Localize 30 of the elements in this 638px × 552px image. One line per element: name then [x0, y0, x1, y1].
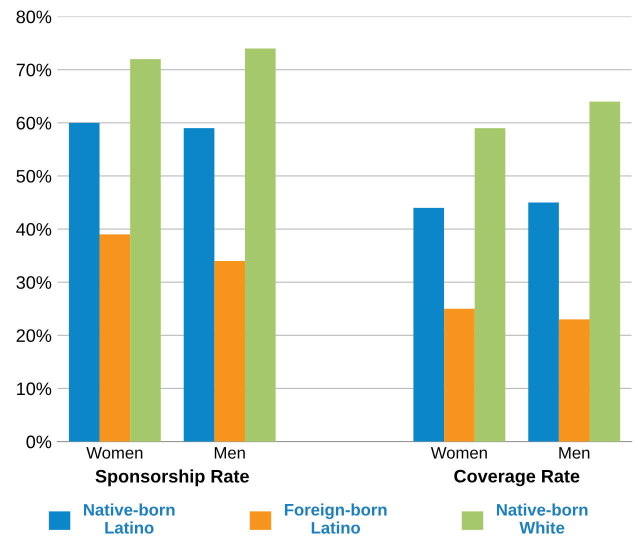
- legend-label: Native-born Latino: [84, 503, 174, 534]
- x-tick-label: Men: [214, 447, 245, 459]
- bar: [68, 122, 100, 442]
- bar: [130, 59, 161, 442]
- y-tick-label: 10%: [17, 382, 52, 396]
- bar: [474, 128, 506, 442]
- legend-label: Foreign-born Latino: [284, 503, 386, 534]
- bar: [214, 260, 245, 442]
- bar: [413, 208, 444, 442]
- y-tick-label: 60%: [16, 116, 52, 130]
- y-tick-label: 50%: [16, 170, 52, 183]
- bar: [590, 102, 620, 442]
- bar: [184, 128, 214, 442]
- y-tick-label: 30%: [16, 276, 52, 289]
- bar: [100, 234, 130, 442]
- text: Sponsorship Rate: [96, 469, 249, 486]
- x-tick-label: Women: [430, 447, 487, 459]
- x-tick-label: Men: [559, 447, 590, 459]
- y-tick-label: 80%: [16, 10, 52, 24]
- y-tick-label: 0%: [26, 436, 52, 448]
- y-tick-label: 40%: [16, 223, 52, 236]
- bar: [444, 308, 475, 442]
- x-tick-label: Women: [86, 447, 142, 459]
- y-tick-label: 70%: [16, 64, 52, 76]
- y-tick-label: 20%: [16, 329, 52, 342]
- bar: [528, 202, 559, 442]
- text: Coverage Rate: [454, 470, 580, 486]
- bar: [558, 319, 590, 442]
- legend-label: Native-born White: [496, 503, 588, 534]
- bar: [244, 48, 276, 442]
